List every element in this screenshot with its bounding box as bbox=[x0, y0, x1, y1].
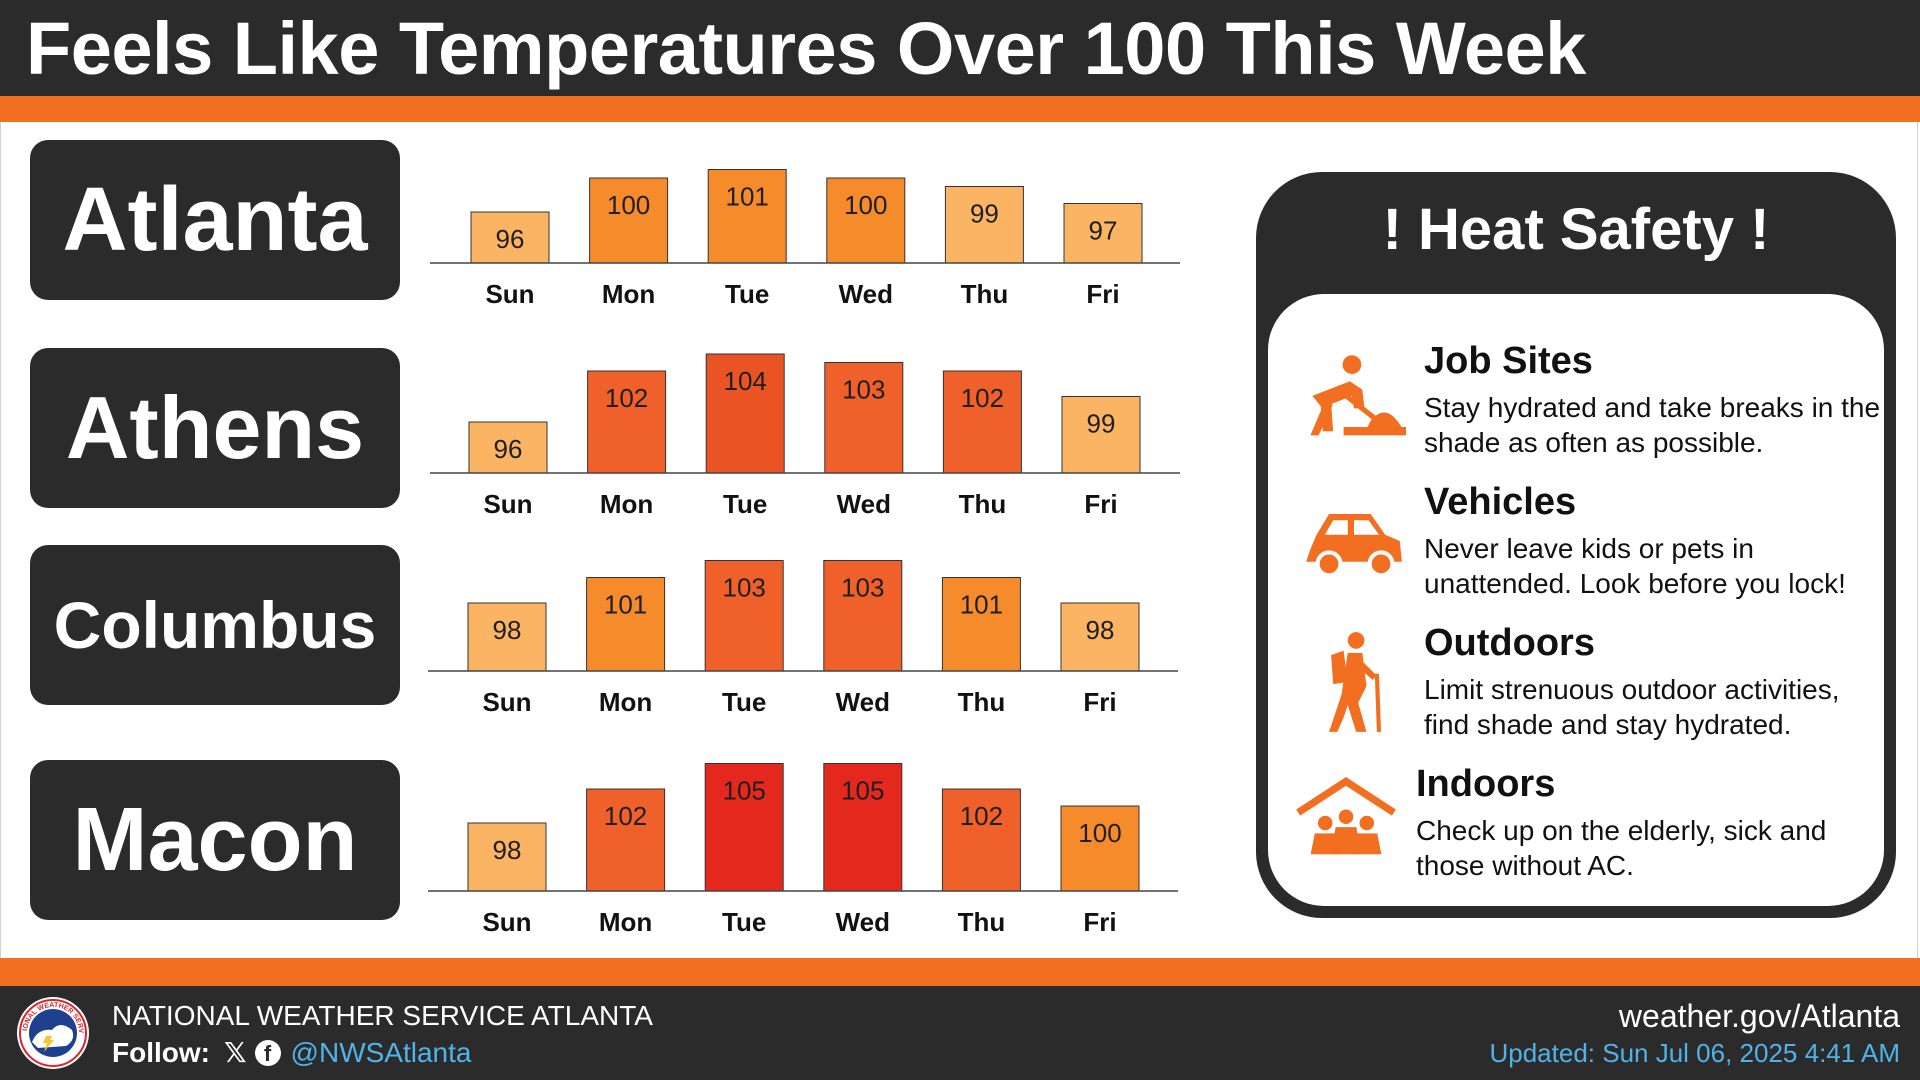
heat-safety-panel: ! Heat Safety ! Job Sites Stay hydrated … bbox=[1256, 172, 1896, 918]
tip-outdoors: Outdoors Limit strenuous outdoor activit… bbox=[1268, 622, 1884, 752]
tip-text: Limit strenuous outdoor activities, find… bbox=[1424, 674, 1840, 740]
tip-job-sites: Job Sites Stay hydrated and take breaks … bbox=[1268, 340, 1884, 470]
content-frame bbox=[0, 122, 1918, 958]
tip-title: Job Sites bbox=[1424, 340, 1593, 382]
heat-safety-title: ! Heat Safety ! bbox=[1382, 197, 1770, 262]
nws-logo: NATIONAL WEATHER SERVICE bbox=[16, 996, 89, 1069]
tip-text: Check up on the elderly, sick and those … bbox=[1416, 815, 1827, 881]
header-bar: Feels Like Temperatures Over 100 This We… bbox=[0, 0, 1920, 96]
heat-safety-list: Job Sites Stay hydrated and take breaks … bbox=[1268, 294, 1884, 906]
footer-org: NATIONAL WEATHER SERVICE ATLANTA bbox=[112, 1000, 653, 1031]
tip-title: Indoors bbox=[1416, 763, 1556, 805]
tip-text: Never leave kids or pets in unattended. … bbox=[1424, 533, 1846, 599]
car-icon bbox=[1306, 513, 1402, 578]
social-handle[interactable]: @NWSAtlanta bbox=[290, 1036, 472, 1068]
worker-shovel-icon bbox=[1310, 355, 1406, 436]
city-label-macon: Macon bbox=[30, 760, 400, 920]
tip-text: Stay hydrated and take breaks in the sha… bbox=[1424, 392, 1881, 458]
hiker-icon bbox=[1329, 632, 1382, 732]
tip-title: Outdoors bbox=[1424, 622, 1595, 664]
tip-indoors: Indoors Check up on the elderly, sick an… bbox=[1268, 763, 1884, 893]
city-label-athens: Athens bbox=[30, 348, 400, 508]
facebook-icon[interactable]: f bbox=[254, 1039, 281, 1066]
city-label-atlanta: Atlanta bbox=[30, 140, 400, 300]
tip-title: Vehicles bbox=[1424, 481, 1577, 523]
page-title: Feels Like Temperatures Over 100 This We… bbox=[26, 7, 1586, 90]
follow-label: Follow: bbox=[112, 1036, 210, 1068]
tip-vehicles: Vehicles Never leave kids or pets in una… bbox=[1268, 481, 1884, 611]
family-home-icon bbox=[1296, 777, 1396, 855]
x-icon[interactable]: 𝕏 bbox=[223, 1037, 247, 1068]
footer-follow: Follow: 𝕏 f @NWSAtlanta bbox=[112, 1036, 471, 1069]
accent-band-top bbox=[0, 96, 1920, 122]
footer-site-link[interactable]: weather.gov/Atlanta bbox=[1618, 998, 1900, 1034]
footer-bar: NATIONAL WEATHER SERVICE NATIONAL WEATHE… bbox=[0, 986, 1920, 1080]
accent-band-bottom bbox=[0, 958, 1920, 986]
footer-updated: Updated: Sun Jul 06, 2025 4:41 AM bbox=[1489, 1038, 1900, 1068]
city-label-columbus: Columbus bbox=[30, 545, 400, 705]
